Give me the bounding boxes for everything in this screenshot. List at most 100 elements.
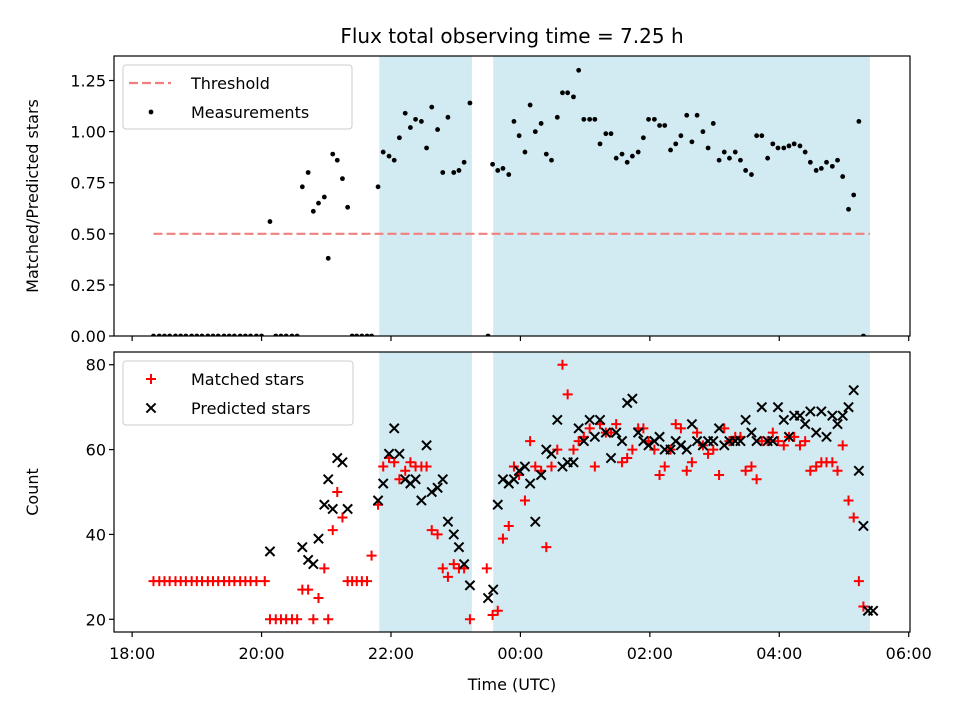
top-panel-ratio: 0.00 0.25 0.50 0.75 1.00 1.25 Matched/Predicte… (23, 55, 911, 346)
predicted-star-point (327, 503, 339, 515)
legend-label: Threshold (190, 74, 270, 93)
measurement-point (646, 116, 651, 122)
matched-star-point (767, 427, 778, 438)
measurement-point (576, 67, 582, 73)
measurement-point (818, 166, 824, 171)
measurement-point (603, 131, 609, 137)
predicted-star-point (681, 444, 693, 455)
y-tick-label: 60 (86, 441, 106, 460)
predicted-star-point (524, 478, 536, 489)
matched-star-point (584, 423, 595, 434)
predicted-star-point (497, 473, 509, 485)
legend-box (122, 64, 353, 130)
predicted-star-point (627, 393, 638, 404)
legend-matched-swatch (146, 374, 156, 384)
predicted-star-point (816, 406, 827, 417)
measurement-point (506, 172, 512, 177)
x-tick-label: 18:00 (109, 644, 155, 663)
matched-star-point (251, 576, 262, 587)
measurement-point (759, 133, 765, 139)
matched-star-point (692, 427, 703, 438)
measurement-point (738, 157, 743, 163)
measurement-point (571, 94, 576, 100)
matched-star-point (308, 614, 319, 625)
measurement-point (316, 200, 321, 206)
predicted-star-point (691, 435, 703, 447)
matched-star-point (337, 512, 348, 523)
measurement-point (856, 119, 862, 124)
predicted-star-point (837, 410, 849, 421)
predicted-star-point (616, 435, 628, 447)
predicted-star-point (508, 473, 520, 485)
matched-star-point (649, 444, 660, 455)
matched-star-point (492, 605, 503, 616)
measurement-point (375, 184, 381, 190)
y-tick-label: 40 (86, 525, 106, 544)
measurement-point (765, 155, 771, 161)
measurement-point (413, 116, 418, 122)
matched-star-point (519, 495, 530, 506)
measurement-point (310, 208, 316, 214)
measurement-point (587, 116, 593, 122)
predicted-star-point (746, 427, 757, 438)
matched-star-point (778, 440, 789, 451)
predicted-star-point (308, 558, 319, 570)
matched-star-point (464, 614, 475, 625)
predicted-star-point (416, 495, 427, 506)
measurement-point (451, 170, 457, 175)
matched-star-point (719, 423, 730, 434)
matched-star-point (389, 457, 400, 468)
matched-star-point (562, 389, 573, 400)
matched-star-point (746, 461, 757, 472)
measurement-point (705, 145, 711, 151)
measurement-point (380, 149, 386, 155)
measurement-point (445, 114, 451, 120)
predicted-star-point (383, 448, 395, 460)
matched-star-point (606, 427, 617, 438)
predicted-star-point (843, 401, 854, 413)
measurement-point (657, 123, 662, 128)
matched-star-point (437, 563, 448, 574)
predicted-star-point (482, 592, 494, 604)
measurement-point (651, 116, 657, 122)
predicted-star-point (867, 605, 879, 617)
measurement-point (396, 135, 402, 141)
matched-star-point (362, 576, 373, 587)
predicted-star-point (372, 495, 384, 506)
matched-star-point (617, 457, 628, 468)
observing-interval-band (379, 352, 472, 632)
predicted-star-point (707, 435, 719, 447)
plot-frame (113, 351, 911, 633)
matched-star-point (323, 614, 334, 625)
measurement-point (407, 125, 413, 130)
measurement-point (802, 149, 808, 155)
predicted-star-point (794, 410, 806, 421)
matched-star-point (530, 461, 541, 472)
predicted-star-point (568, 456, 579, 468)
matched-star-point (772, 436, 783, 447)
measurement-point (386, 153, 392, 159)
matched-star-point (432, 529, 443, 540)
x-tick-label: 02:00 (627, 644, 673, 663)
matched-star-point (708, 444, 719, 455)
matched-star-point (487, 610, 498, 621)
plot-area (148, 359, 879, 625)
predicted-star-point (448, 529, 460, 540)
matched-star-point (327, 525, 338, 536)
measurement-point (402, 110, 408, 116)
y-tick-label: 0.25 (70, 276, 106, 295)
y-tick-label: 0.75 (70, 174, 106, 193)
measurement-point (846, 206, 851, 212)
matched-star-point (811, 461, 822, 472)
measurement-point (554, 114, 560, 120)
matched-star-point (426, 525, 437, 536)
measurement-point (490, 161, 495, 167)
measurement-point (424, 145, 429, 151)
predicted-star-point (610, 427, 622, 438)
predicted-star-point (297, 541, 308, 553)
plot-frame (113, 55, 911, 337)
predicted-star-point (799, 418, 811, 430)
measurement-point (754, 133, 760, 139)
predicted-star-point (458, 558, 470, 570)
matched-star-point (557, 359, 568, 370)
